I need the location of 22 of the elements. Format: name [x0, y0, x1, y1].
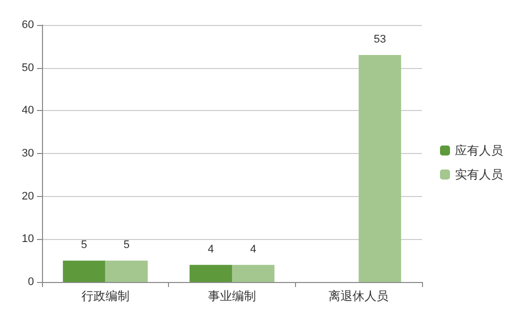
y-tick-label: 20 [22, 190, 34, 202]
y-tick-label: 40 [22, 104, 34, 117]
data-label: 4 [250, 243, 256, 256]
x-tick-label: 离退休人员 [328, 289, 389, 303]
data-label: 4 [208, 243, 214, 256]
y-tick-label: 30 [22, 148, 34, 160]
legend-label: 实有人员 [455, 168, 503, 182]
y-tick-label: 10 [22, 233, 34, 246]
data-label: 5 [123, 239, 130, 252]
y-tick-label: 0 [28, 276, 34, 288]
bar [190, 264, 232, 282]
x-tick-label: 事业编制 [208, 289, 256, 303]
y-tick-label: 60 [22, 19, 34, 31]
data-label: 53 [374, 33, 386, 46]
bar [358, 54, 402, 282]
legend-label: 应有人员 [455, 144, 503, 158]
x-tick-label: 行政编制 [81, 289, 130, 303]
bar [62, 260, 106, 282]
data-label: 5 [81, 239, 88, 252]
bar [232, 264, 274, 282]
y-tick-label: 50 [22, 62, 34, 74]
bar [105, 260, 148, 282]
